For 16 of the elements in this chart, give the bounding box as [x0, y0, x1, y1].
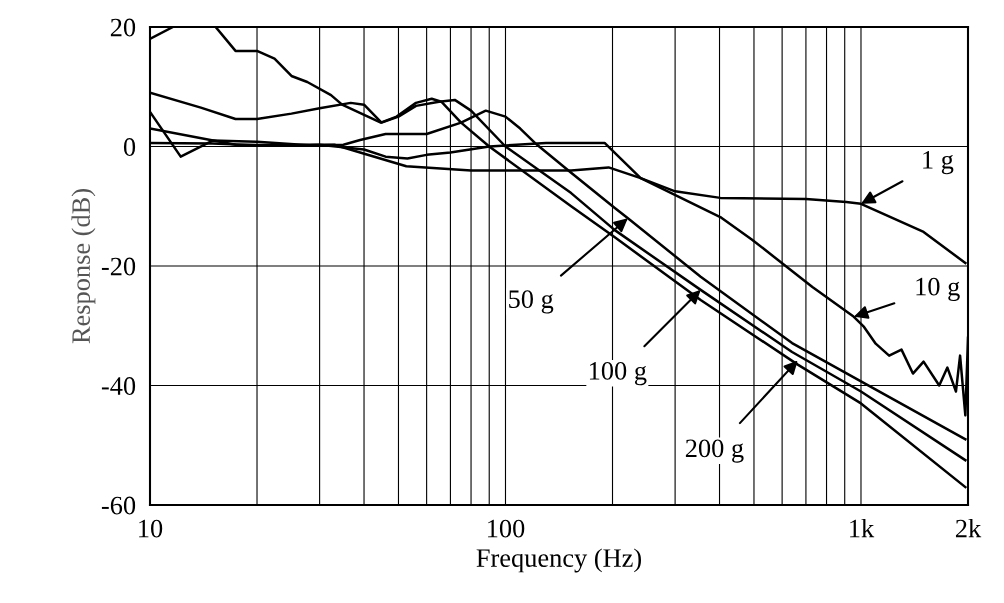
y-tick-label: -40 — [101, 377, 136, 395]
x-tick-label: 10 — [139, 519, 163, 538]
y-tick-label: 0 — [123, 138, 136, 156]
annotation: 50 g — [509, 290, 554, 314]
x-axis-title: Frequency (Hz) — [476, 548, 641, 573]
y-axis-title: Response (dB) — [71, 189, 96, 344]
annotation: 10 g — [916, 277, 960, 301]
y-tick-label: -60 — [101, 496, 136, 515]
annotation: 1 g — [923, 151, 954, 175]
y-tick-label: -20 — [101, 257, 136, 276]
x-tick-label: 1k — [850, 518, 875, 538]
y-tick-label: 20 — [110, 18, 136, 37]
x-tick-label: 100 — [488, 519, 525, 538]
x-tick-label: 2k — [955, 518, 982, 538]
annotation: 100 g — [589, 361, 647, 386]
annotation: 200 g — [685, 439, 744, 463]
